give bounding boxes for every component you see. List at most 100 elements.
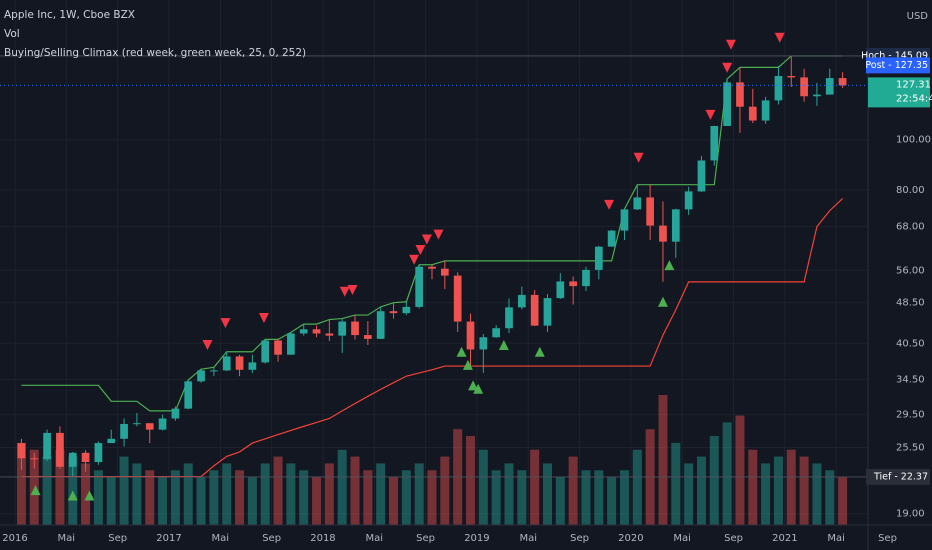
candle-body bbox=[158, 418, 167, 430]
candle-body bbox=[428, 266, 436, 269]
y-tick-label: 29.50 bbox=[896, 410, 925, 421]
volume-bar bbox=[324, 463, 334, 525]
candle-body bbox=[376, 311, 385, 339]
volume-bar bbox=[581, 470, 591, 525]
candle-body bbox=[415, 266, 424, 307]
sell-signal bbox=[421, 234, 432, 245]
volume-bar bbox=[478, 449, 488, 525]
candle-body bbox=[261, 340, 270, 363]
volume-bar bbox=[235, 470, 245, 525]
volume-bar bbox=[414, 463, 424, 525]
y-tick-label: 68.00 bbox=[896, 222, 925, 233]
sell-signal bbox=[722, 62, 733, 73]
indicator-label: Buying/Selling Climax (red week, green w… bbox=[4, 47, 306, 59]
y-tick-label: 25.50 bbox=[896, 442, 925, 453]
volume-bar bbox=[517, 470, 527, 525]
candle-body bbox=[248, 362, 257, 370]
candle-body bbox=[197, 370, 205, 382]
y-tick-label: 40.50 bbox=[896, 338, 925, 349]
candle-body bbox=[389, 311, 398, 314]
candle-body bbox=[222, 356, 231, 371]
volume-bar bbox=[260, 463, 270, 525]
buy-signal bbox=[456, 346, 467, 357]
volume-bar bbox=[42, 456, 52, 525]
buy-signal bbox=[657, 296, 668, 307]
volume-bar bbox=[607, 477, 617, 525]
candle-body bbox=[402, 306, 411, 314]
volume-bar bbox=[466, 436, 475, 525]
candle-body bbox=[466, 321, 475, 350]
last-price-box bbox=[868, 77, 930, 108]
volume-bar bbox=[632, 449, 642, 525]
candle-body bbox=[736, 82, 744, 107]
volume-bar bbox=[504, 463, 514, 525]
volume-bar bbox=[427, 470, 437, 525]
volume-bar bbox=[735, 415, 745, 525]
candle-body bbox=[569, 281, 577, 287]
y-tick-label: 34.50 bbox=[896, 374, 925, 385]
x-tick-label: Mai bbox=[673, 533, 691, 544]
candle-body bbox=[543, 298, 552, 326]
volume-bar bbox=[530, 449, 540, 525]
volume-bar bbox=[825, 470, 835, 525]
volume-bar bbox=[722, 422, 732, 525]
volume-bar bbox=[658, 395, 668, 525]
volume-bar bbox=[132, 463, 142, 525]
x-tick-label: Mai bbox=[58, 533, 76, 544]
x-tick-label: 2020 bbox=[618, 533, 643, 544]
candle-body bbox=[684, 191, 693, 210]
buy-signal bbox=[67, 490, 78, 501]
y-tick-label: 100.00 bbox=[896, 135, 931, 146]
volume-bar bbox=[568, 456, 578, 525]
price-label: Post - 127.35 bbox=[865, 60, 928, 71]
buy-signal bbox=[498, 339, 509, 350]
candle-body bbox=[440, 268, 449, 276]
sell-signal bbox=[220, 318, 231, 329]
candle-body bbox=[325, 333, 334, 336]
sell-signal bbox=[604, 199, 615, 210]
buy-signal bbox=[534, 346, 545, 357]
volume-bar bbox=[594, 470, 604, 525]
volume-bar bbox=[376, 463, 386, 525]
volume-bar bbox=[401, 470, 411, 525]
volume-bar bbox=[247, 477, 257, 525]
candle-body bbox=[582, 269, 590, 287]
volume-bar bbox=[761, 463, 771, 525]
axes: 2016 Mai Sep 2017 Mai Sep 2018 Mai Sep 2019 Mai Sep… bbox=[2, 47, 932, 544]
volume-bar bbox=[145, 470, 155, 525]
volume-bar bbox=[491, 470, 501, 525]
price-label-box bbox=[866, 57, 930, 74]
candle-body bbox=[17, 443, 26, 459]
chart-title: Apple Inc, 1W, Cboe BZX bbox=[4, 9, 135, 21]
buy-signal bbox=[30, 485, 41, 496]
indicator-label: Vol bbox=[4, 28, 20, 40]
sell-signal bbox=[409, 254, 420, 265]
candle-body bbox=[235, 356, 244, 370]
volume-bar bbox=[786, 449, 796, 525]
currency-label: USD bbox=[907, 11, 929, 22]
x-tick-label: 2018 bbox=[310, 533, 335, 544]
volume-bar bbox=[222, 463, 232, 525]
buy-signal bbox=[664, 260, 675, 271]
candle-body bbox=[505, 307, 513, 329]
y-tick-label: 80.00 bbox=[896, 185, 925, 196]
volume-bar bbox=[93, 470, 103, 525]
candle-body bbox=[274, 340, 282, 355]
candle-body bbox=[492, 328, 501, 338]
sell-signal bbox=[258, 313, 269, 324]
x-tick-label: 2019 bbox=[464, 533, 489, 544]
candle-body bbox=[813, 94, 821, 97]
volume-bar bbox=[16, 442, 26, 525]
volume-bar bbox=[299, 470, 309, 525]
candle-body bbox=[659, 225, 667, 242]
sell-signal bbox=[705, 109, 716, 120]
candle-body bbox=[56, 432, 64, 467]
x-tick-label: Mai bbox=[365, 533, 383, 544]
last-price-time: 22:54:41 bbox=[896, 93, 932, 104]
candle-body bbox=[184, 381, 193, 409]
volume-bar bbox=[619, 470, 629, 525]
candle-body bbox=[594, 246, 603, 270]
volume-bar bbox=[440, 456, 450, 525]
buy-signal bbox=[473, 383, 484, 394]
